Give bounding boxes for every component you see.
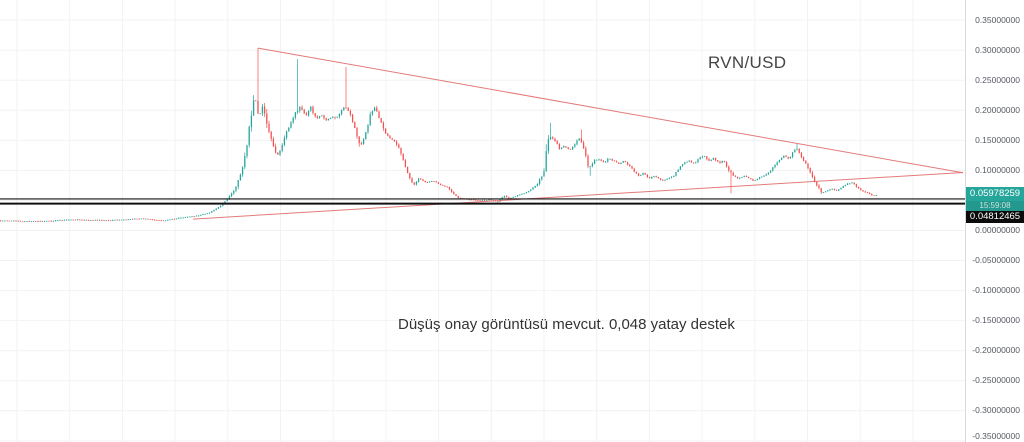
- axis-tick-label: -0.30000000: [972, 405, 1020, 416]
- current-price-time: 15:59:08: [966, 201, 1024, 211]
- axis-tick-label: 0.15000000: [975, 134, 1020, 145]
- axis-tick-label: -0.20000000: [972, 345, 1020, 356]
- axis-tick-label: 0.35000000: [975, 14, 1020, 25]
- axis-tick-label: -0.10000000: [972, 285, 1020, 296]
- annotation-text[interactable]: Düşüş onay görüntüsü mevcut. 0,048 yatay…: [398, 316, 735, 333]
- current-price-value: 0.05978259: [966, 187, 1024, 201]
- axis-tick-label: 0.10000000: [975, 164, 1020, 175]
- axis-tick-label: 0.00000000: [975, 225, 1020, 235]
- support-price-badge: 0.04812465: [966, 211, 1024, 223]
- axis-tick-label: -0.05000000: [972, 255, 1020, 266]
- trendline-descending-resistance[interactable]: [257, 47, 964, 174]
- axis-tick-label: -0.15000000: [972, 315, 1020, 326]
- axis-tick-label: 0.30000000: [975, 44, 1020, 55]
- axis-tick-label: 0.20000000: [975, 104, 1020, 115]
- axis-tick-label: -0.35000000: [972, 431, 1020, 441]
- axis-tick-label: -0.25000000: [972, 375, 1020, 386]
- current-price-badge: 0.05978259 15:59:08: [966, 187, 1024, 211]
- trendline-ascending-support[interactable]: [192, 172, 964, 220]
- symbol-title: RVN/USD: [708, 53, 787, 72]
- axis-tick-label: 0.25000000: [975, 74, 1020, 85]
- candles-layer: [0, 48, 877, 223]
- grid-layer: [0, 0, 965, 442]
